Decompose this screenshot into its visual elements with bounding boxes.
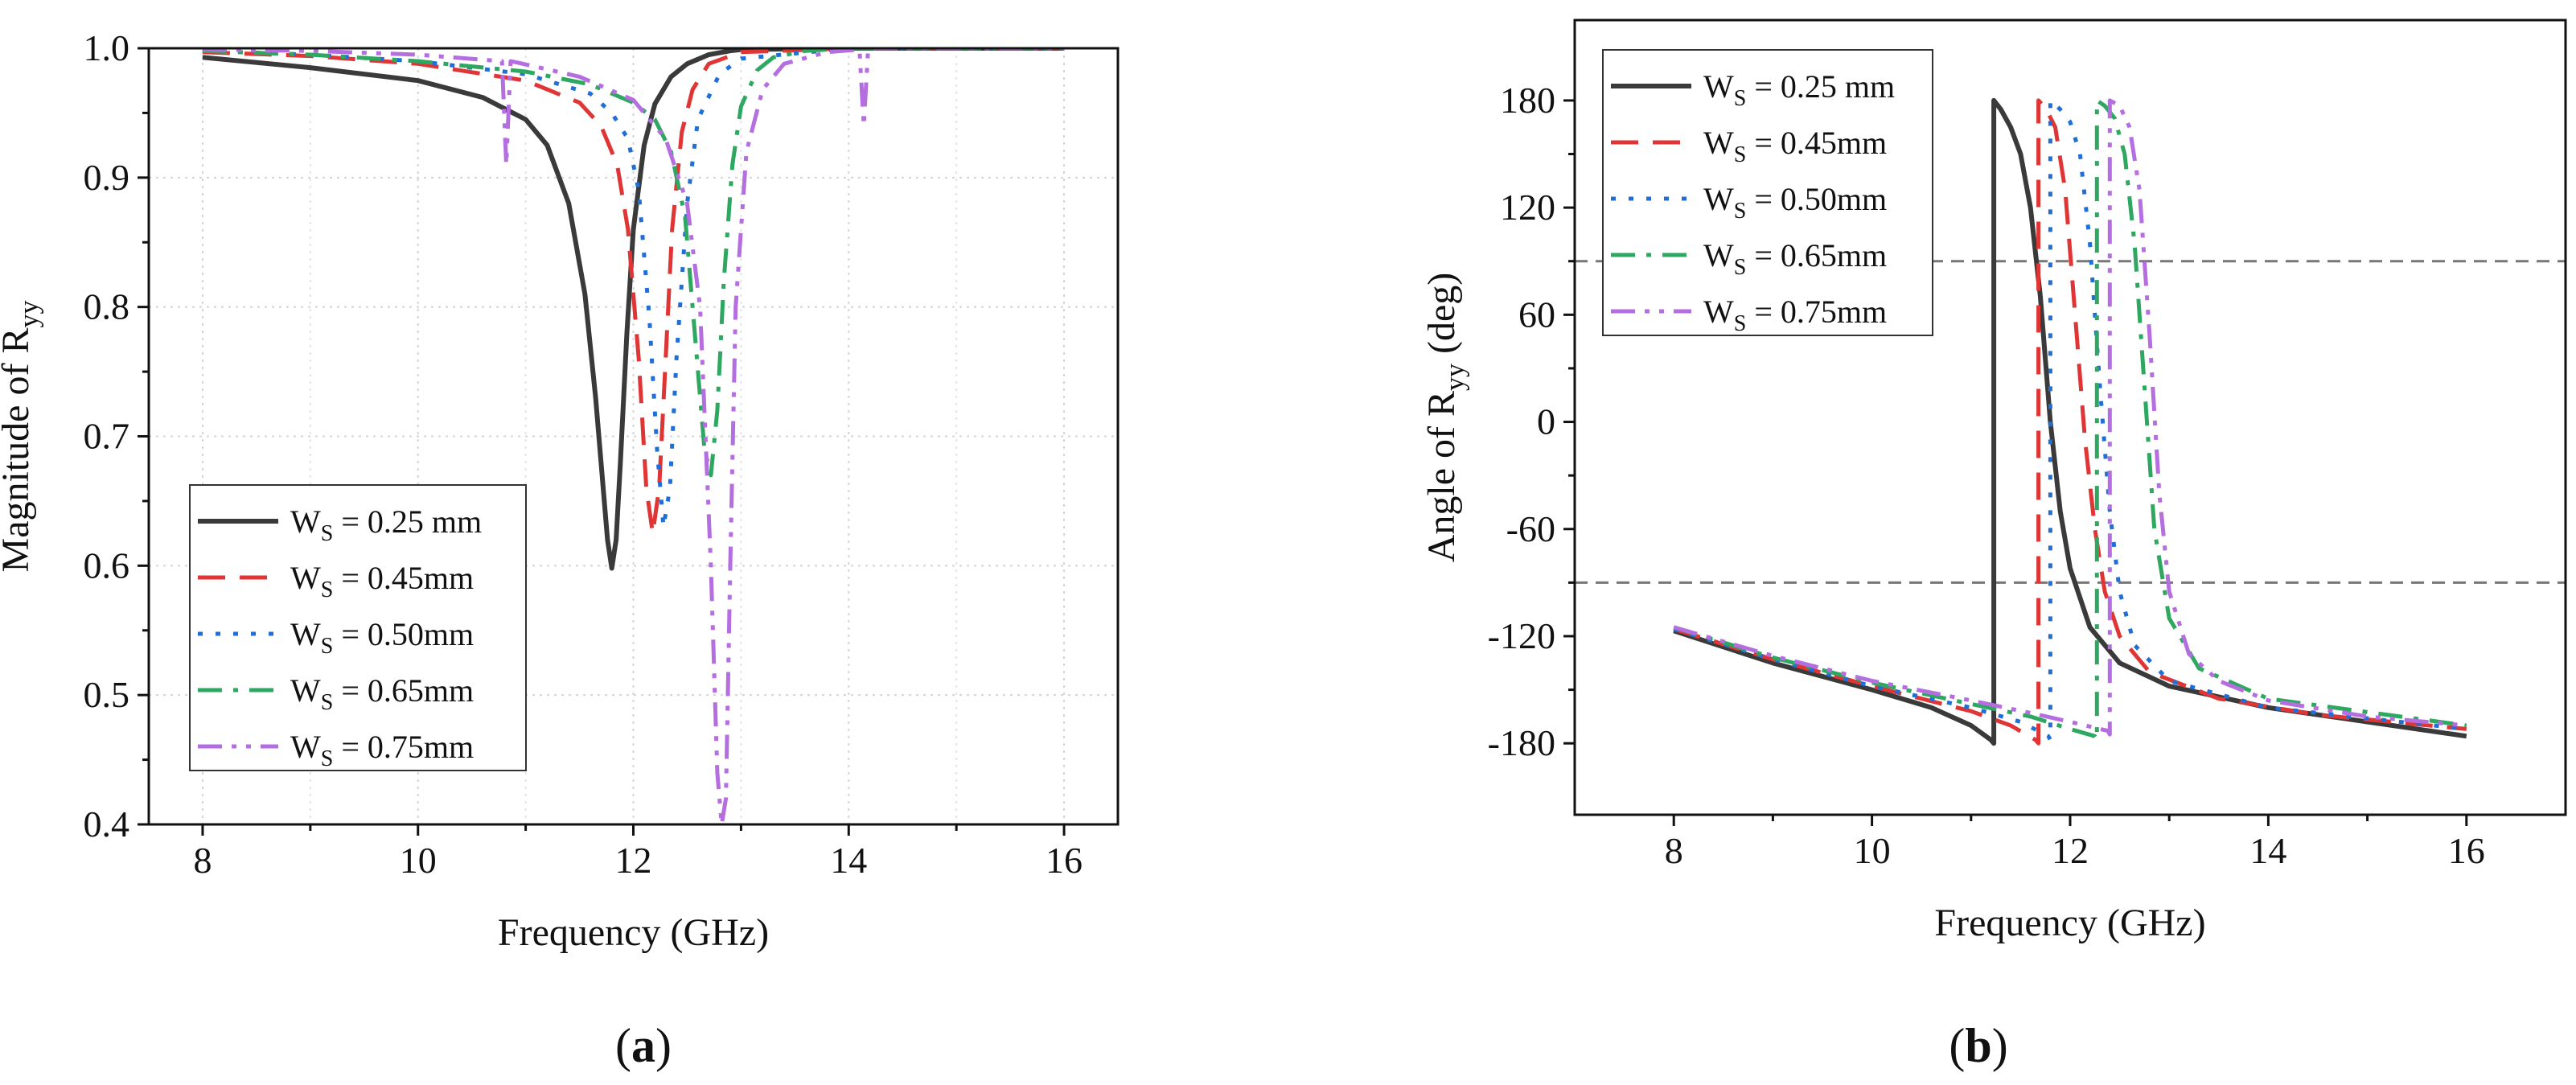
y-axis-title: Angle of Ryy (deg) [1420,273,1470,563]
x-tick-label: 8 [193,840,212,881]
series-group [1673,97,2467,746]
y-tick-label: 0.6 [84,545,130,586]
y-tick-label: -60 [1506,508,1555,549]
legend-label-1: WS = 0.25 mm [1703,68,1895,111]
x-tick-label: 10 [1854,830,1891,871]
y-tick-label: 120 [1500,187,1555,228]
series-line-1 [202,48,1065,571]
y-axis-title: Magnitude of Ryy [0,301,44,573]
x-tick-label: 12 [2052,830,2089,871]
y-tick-label: 0.9 [84,157,130,198]
series-line-3 [202,48,1065,529]
legend-label-2: WS = 0.45mm [290,560,474,602]
legend-box [189,484,527,771]
x-axis-title: Frequency (GHz) [498,911,769,954]
x-tick-label: 10 [400,840,437,881]
panel-b-caption: (b) [1949,1019,2007,1072]
y-tick-label: -120 [1488,615,1555,656]
y-tick-label: 0.5 [84,674,130,715]
series-line-3 [1673,98,2467,742]
legend-label-3: WS = 0.50mm [290,616,474,659]
legend-label-5: WS = 0.75mm [1703,294,1887,336]
series-line-5 [202,48,1065,824]
series-line-2 [1673,98,2467,746]
y-tick-label: 1.0 [84,27,130,68]
chart-panel-b: 8 10 12 14 16 -180 -120 -60 0 60 120 180 Frequency (… [1420,18,2567,944]
legend-label-5: WS = 0.75mm [290,729,474,771]
x-tick-label: 14 [830,840,867,881]
series-line-5 [1673,98,2467,737]
y-tick-label: 0.4 [84,803,130,845]
y-tick-label: 60 [1518,294,1555,335]
panel-a-caption: (a) [615,1019,672,1072]
chart-panel-a: 8 10 12 14 16 0.4 0.5 0.6 0.7 0.8 0.9 1.0 Frequency … [0,27,1120,954]
x-tick-label: 8 [1665,830,1683,871]
legend-label-3: WS = 0.50mm [1703,181,1887,224]
y-tick-label: 0 [1537,401,1555,442]
x-tick-label: 16 [2448,830,2485,871]
series-group [202,48,1065,824]
x-tick-label: 14 [2249,830,2286,871]
legend-label-1: WS = 0.25 mm [290,503,482,546]
legend-box [1602,49,1933,336]
x-axis-title: Frequency (GHz) [1934,902,2205,944]
legend-label-4: WS = 0.65mm [290,672,474,715]
series-line-2 [202,48,1065,536]
series-line-4 [1673,98,2467,742]
y-tick-label: 0.7 [84,416,130,457]
y-tick-label: 0.8 [84,286,130,327]
y-tick-label: -180 [1488,722,1555,763]
series-line-4 [202,48,1065,478]
series-line-1 [1673,97,2467,746]
y-tick-label: 180 [1500,80,1555,121]
x-tick-label: 16 [1046,840,1083,881]
x-tick-label: 12 [615,840,652,881]
legend-label-4: WS = 0.65mm [1703,237,1887,280]
legend: WS = 0.25 mm WS = 0.45mm WS = 0.50mm WS = 0… [1602,49,1933,336]
legend: WS = 0.25 mm WS = 0.45mm WS = 0.50mm WS = 0… [189,484,527,771]
legend-label-2: WS = 0.45mm [1703,125,1887,167]
